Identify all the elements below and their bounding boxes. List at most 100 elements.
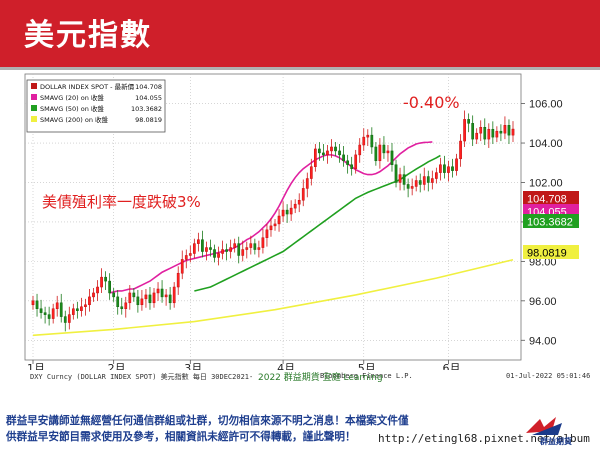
candle bbox=[128, 285, 132, 310]
candle-body bbox=[467, 119, 470, 124]
candle-body bbox=[402, 174, 406, 185]
legend-swatch bbox=[31, 94, 37, 100]
candle-body bbox=[96, 286, 99, 294]
candle bbox=[362, 128, 366, 151]
candle-body bbox=[487, 128, 491, 140]
candle-body bbox=[257, 247, 261, 250]
candle bbox=[144, 288, 148, 308]
candle-body bbox=[140, 298, 144, 306]
candle-body bbox=[47, 314, 51, 319]
candle bbox=[241, 240, 245, 262]
candle-body bbox=[233, 243, 237, 248]
legend-swatch bbox=[31, 83, 37, 89]
candle-body bbox=[455, 158, 458, 171]
candle bbox=[76, 301, 79, 319]
candle bbox=[370, 127, 374, 154]
candle bbox=[88, 288, 91, 312]
candle-body bbox=[297, 199, 301, 205]
candle bbox=[140, 289, 144, 311]
price-tag-bg bbox=[523, 191, 579, 205]
candle-body bbox=[59, 302, 63, 317]
price-tag: 98.0819 bbox=[523, 245, 579, 260]
candle bbox=[281, 201, 285, 222]
candle bbox=[406, 178, 410, 198]
candle-body bbox=[168, 294, 172, 304]
candle-body bbox=[322, 152, 325, 156]
candle-body bbox=[479, 127, 483, 134]
candle bbox=[499, 124, 503, 142]
footer-right: 01-Jul-2022 05:01:46 bbox=[506, 372, 591, 380]
candle-body bbox=[285, 209, 289, 215]
price-tag-label: 104.708 bbox=[527, 194, 567, 206]
x-tick-label: 1月 bbox=[27, 362, 45, 370]
candle bbox=[63, 310, 67, 332]
candle bbox=[487, 123, 491, 148]
series-line-3 bbox=[32, 258, 514, 337]
candle-body bbox=[76, 308, 79, 311]
candle bbox=[213, 244, 216, 263]
candle bbox=[503, 116, 507, 140]
disclaimer-line-2: 供群益早安節目需求使用及參考，相關資訊未經許可不得轉載，謹此聲明！ bbox=[6, 431, 356, 443]
candle bbox=[164, 288, 168, 306]
candle-body bbox=[63, 316, 67, 323]
candle bbox=[35, 293, 39, 317]
candle bbox=[229, 239, 233, 259]
candle-body bbox=[422, 176, 426, 185]
candle-body bbox=[390, 150, 394, 165]
disclaimer-line-1: 群益早安講師並無經營任何通信群組或社群，切勿相信來源不明之消息！本檔案文件僅 bbox=[6, 415, 409, 427]
candle bbox=[96, 280, 99, 301]
candle bbox=[273, 218, 277, 231]
candle-body bbox=[350, 164, 354, 169]
y-tick-label: 98.00 bbox=[529, 256, 557, 268]
candle-body bbox=[245, 247, 249, 250]
candle bbox=[192, 238, 196, 259]
candle bbox=[197, 232, 200, 252]
candle bbox=[354, 149, 358, 174]
footer-mid: Bloomberg Finance L.P. bbox=[320, 372, 413, 380]
candle bbox=[124, 296, 128, 318]
candle-body bbox=[213, 249, 216, 258]
candle-body bbox=[511, 128, 515, 136]
pct-change-annotation: -0.40% bbox=[403, 93, 460, 112]
price-tag: 104.708 bbox=[523, 191, 579, 206]
candle bbox=[277, 209, 281, 232]
legend-label: SMAVG (50) on 收盤 bbox=[40, 104, 104, 113]
candle bbox=[334, 142, 337, 156]
legend-label: SMAVG (20) on 收盤 bbox=[40, 93, 104, 102]
candle bbox=[451, 158, 454, 178]
candle bbox=[382, 136, 386, 159]
candle bbox=[120, 297, 124, 315]
legend-value: 98.0819 bbox=[135, 116, 162, 124]
candle-body bbox=[358, 144, 362, 156]
legend-item: SMAVG (200) on 收盤 98.0819 bbox=[31, 115, 162, 124]
x-tick-label: 3月 bbox=[184, 362, 202, 370]
candle-body bbox=[253, 243, 257, 250]
candle-body bbox=[188, 253, 192, 256]
candle-body bbox=[330, 146, 333, 152]
candle-body bbox=[120, 306, 124, 309]
candle-body bbox=[136, 296, 140, 306]
price-tag-bg bbox=[523, 214, 579, 228]
candle-body bbox=[229, 247, 233, 252]
y-tick-label: 96.00 bbox=[529, 296, 557, 308]
candle-body bbox=[459, 140, 462, 160]
price-tag-label: 103.3682 bbox=[527, 217, 573, 229]
candle bbox=[265, 223, 269, 247]
candle-body bbox=[366, 134, 370, 138]
candle-body bbox=[192, 243, 196, 254]
legend-label: DOLLAR INDEX SPOT - 最新價 bbox=[40, 82, 135, 91]
candle bbox=[313, 144, 317, 172]
divider bbox=[0, 67, 600, 70]
candlestick-chart: 94.0096.0098.00100.00102.00104.00106.00 … bbox=[0, 70, 600, 370]
candle-body bbox=[84, 304, 87, 307]
candle-body bbox=[443, 164, 446, 173]
candle-body bbox=[148, 294, 152, 304]
candle bbox=[269, 217, 273, 237]
candle-body bbox=[362, 136, 366, 146]
y-tick-label: 104.00 bbox=[529, 138, 563, 150]
candle-body bbox=[289, 207, 293, 215]
candle bbox=[136, 289, 140, 313]
legend-value: 103.3682 bbox=[131, 105, 162, 113]
candle bbox=[31, 295, 35, 310]
